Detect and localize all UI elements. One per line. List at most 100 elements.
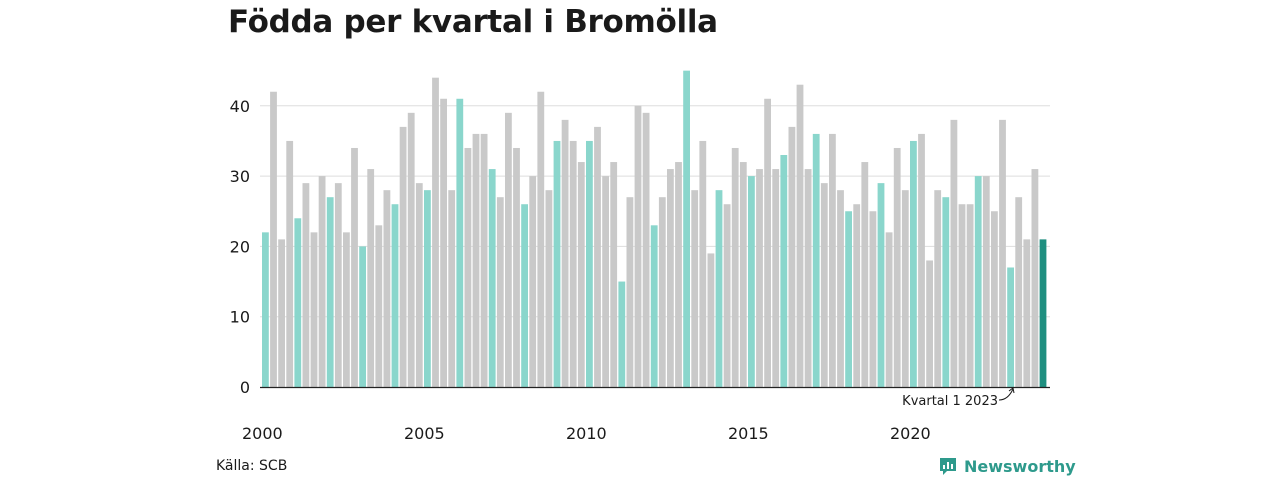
- annotation-arrow: [998, 387, 1015, 401]
- bar: [262, 232, 269, 387]
- bar: [440, 98, 447, 388]
- bar: [448, 190, 456, 387]
- bar: [529, 176, 537, 387]
- bar: [367, 169, 375, 387]
- y-tick-label: 0: [240, 378, 250, 397]
- bar: [399, 126, 407, 387]
- bar: [772, 169, 780, 387]
- y-tick-label: 20: [230, 237, 250, 256]
- bar: [286, 140, 294, 387]
- bar: [278, 239, 285, 387]
- bar: [869, 211, 877, 387]
- bar: [829, 133, 836, 387]
- bar: [675, 162, 682, 387]
- bar: [893, 147, 901, 387]
- bar: [756, 169, 763, 387]
- bar: [456, 98, 464, 388]
- bar: [464, 147, 472, 387]
- bar: [1015, 197, 1023, 387]
- bar: [650, 225, 658, 387]
- bar: [488, 169, 496, 387]
- bar: [375, 225, 383, 387]
- bar: [1039, 239, 1047, 387]
- bar: [731, 147, 739, 387]
- brand-name: Newsworthy: [964, 456, 1076, 476]
- bar: [302, 183, 310, 387]
- bar: [310, 232, 318, 387]
- bar: [513, 147, 520, 387]
- bar: [691, 190, 699, 387]
- bar: [788, 126, 796, 387]
- bar: [901, 190, 909, 387]
- bar: [910, 140, 917, 387]
- bar: [383, 190, 391, 387]
- bar: [820, 183, 828, 387]
- bars: [262, 70, 1047, 388]
- y-tick-label: 30: [230, 167, 250, 186]
- bar: [667, 169, 674, 387]
- bar: [521, 204, 528, 387]
- annotation-label: Kvartal 1 2023: [902, 394, 998, 409]
- bar: [699, 140, 707, 387]
- bar: [407, 112, 415, 387]
- bar: [950, 119, 958, 388]
- bar: [707, 253, 715, 387]
- bar: [472, 133, 480, 387]
- bar: [796, 84, 804, 388]
- source-label: Källa: SCB: [216, 458, 288, 474]
- bar: [764, 98, 771, 388]
- bar: [837, 190, 844, 387]
- bar: [918, 133, 925, 387]
- bar: [658, 197, 666, 387]
- bar: [602, 176, 609, 387]
- bar: [877, 183, 885, 387]
- bar: [318, 176, 326, 387]
- bar: [999, 119, 1006, 388]
- annotation: Kvartal 1 2023: [902, 387, 1015, 409]
- bar: [415, 183, 423, 387]
- bar: [432, 77, 439, 388]
- bar: [780, 155, 788, 387]
- bar: [545, 190, 553, 387]
- bar: [982, 176, 990, 387]
- bar: [480, 133, 488, 387]
- bar: [391, 204, 399, 387]
- chart-title: Födda per kvartal i Bromölla: [228, 4, 718, 40]
- bar: [634, 105, 642, 388]
- newsworthy-icon: [940, 458, 956, 475]
- bar: [561, 119, 569, 388]
- bar: [577, 162, 585, 387]
- x-tick-label: 2000: [242, 424, 283, 443]
- bar: [496, 197, 504, 387]
- brand-logo: Newsworthy: [938, 456, 1076, 476]
- y-tick-label: 40: [230, 97, 250, 116]
- bar: [326, 197, 334, 387]
- bar: [270, 91, 277, 388]
- bar: [610, 162, 618, 387]
- bar: [683, 70, 690, 388]
- bar: [845, 211, 852, 387]
- bar: [294, 218, 302, 387]
- bar: [748, 176, 755, 387]
- bar: [739, 162, 747, 387]
- bar: [812, 133, 820, 387]
- bar: [343, 232, 350, 387]
- bar: [586, 140, 593, 387]
- x-tick-label: 2010: [566, 424, 607, 443]
- y-tick-label: 10: [230, 308, 250, 327]
- bar: [861, 162, 869, 387]
- bar: [1031, 169, 1039, 387]
- bar: [991, 211, 998, 387]
- bar: [934, 190, 942, 387]
- bar: [942, 197, 950, 387]
- bar: [974, 176, 982, 387]
- y-axis-ticks: 0 10 20 30 40: [230, 97, 250, 397]
- bar: [1007, 267, 1014, 387]
- x-tick-label: 2015: [728, 424, 769, 443]
- bar: [853, 204, 861, 387]
- x-tick-label: 2020: [890, 424, 931, 443]
- bar: [351, 147, 358, 387]
- bar: [804, 169, 812, 387]
- bar: [926, 260, 933, 387]
- bar: [594, 126, 601, 387]
